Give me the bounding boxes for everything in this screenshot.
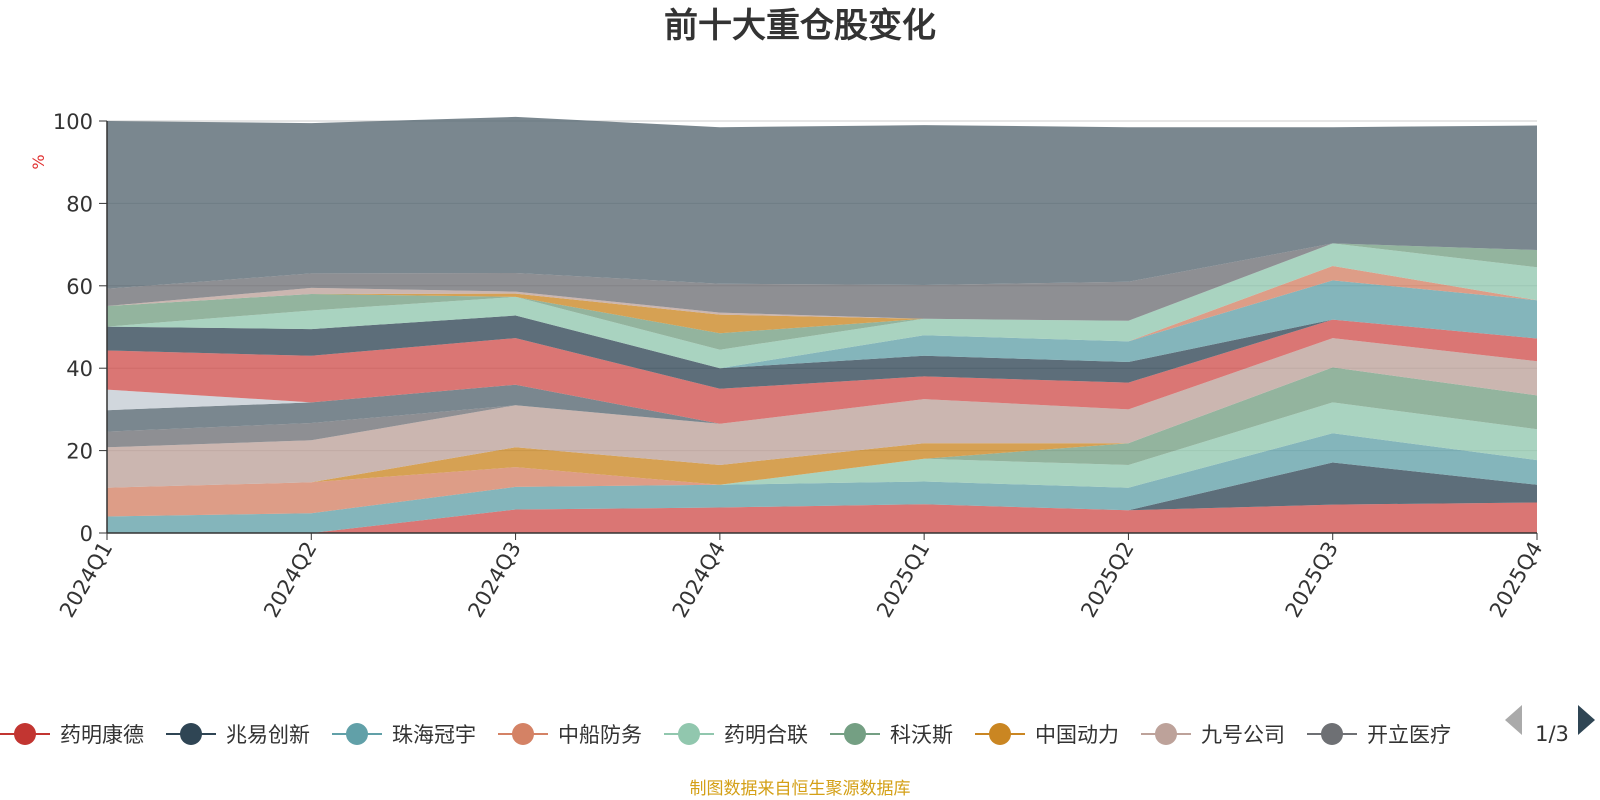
x-tick-label: 2024Q3	[463, 538, 525, 622]
area-series-7	[107, 338, 1537, 488]
y-tick-label: 80	[66, 192, 93, 216]
legend-page-indicator: 1/3	[1535, 722, 1569, 746]
y-tick-label: 0	[80, 522, 93, 546]
area-series-11	[107, 319, 1537, 424]
x-tick-label: 2024Q2	[259, 538, 321, 622]
x-tick-label: 2025Q1	[872, 538, 934, 622]
legend-item[interactable]: 药明合联	[664, 723, 808, 747]
area-series-15	[107, 243, 1537, 369]
legend-next-page-icon[interactable]	[1578, 705, 1595, 735]
legend-item[interactable]: 九号公司	[1141, 723, 1285, 747]
area-series-8	[107, 338, 1537, 448]
legend-item[interactable]: 兆易创新	[166, 723, 310, 747]
y-tick-label: 20	[66, 440, 93, 464]
area-series-0	[107, 502, 1537, 533]
legend[interactable]: 药明康德 兆易创新 珠海冠宇 中船防务 药明合联 科沃斯 中国动力 九号公司 开立医疗	[0, 723, 1451, 747]
legend-marker-icon	[512, 723, 534, 745]
legend-item[interactable]: 开立医疗	[1307, 723, 1451, 747]
legend-marker-icon	[989, 723, 1011, 745]
chart-title: 前十大重仓股变化	[664, 6, 936, 46]
area-series-9	[107, 338, 1537, 432]
legend-marker-icon	[346, 723, 368, 745]
axes	[106, 121, 1537, 534]
area-series-19	[107, 243, 1537, 321]
y-axis-unit: %	[29, 154, 48, 169]
area-series-13	[107, 280, 1537, 369]
legend-label: 兆易创新	[226, 723, 310, 747]
area-series-20	[107, 116, 1537, 289]
legend-pager: 1/3	[1505, 705, 1595, 746]
y-tick-label: 100	[53, 110, 93, 134]
legend-label: 中船防务	[558, 723, 642, 747]
legend-item[interactable]: 中船防务	[498, 723, 642, 747]
area-series-1	[107, 462, 1537, 533]
y-axis-ticks: 0 20 40 60 80 100	[53, 110, 107, 546]
x-axis-ticks: 2024Q1 2024Q2 2024Q3 2024Q4 2025Q1 2025Q2 2025…	[55, 533, 1547, 622]
area-series-4	[107, 402, 1537, 488]
legend-marker-icon	[14, 723, 36, 745]
x-tick-label: 2024Q1	[55, 538, 117, 622]
legend-label: 开立医疗	[1367, 723, 1451, 747]
area-series-12	[107, 315, 1537, 389]
area-series-6	[107, 367, 1537, 488]
legend-item[interactable]: 珠海冠宇	[332, 723, 476, 747]
area-series-3	[107, 433, 1537, 517]
legend-label: 珠海冠宇	[392, 723, 476, 747]
x-tick-label: 2025Q4	[1485, 538, 1547, 622]
legend-label: 药明合联	[724, 723, 808, 747]
legend-item[interactable]: 中国动力	[975, 723, 1119, 747]
legend-label: 九号公司	[1201, 723, 1285, 747]
legend-item[interactable]: 药明康德	[0, 723, 144, 747]
legend-prev-page-icon[interactable]	[1505, 705, 1522, 735]
y-tick-label: 40	[66, 357, 93, 381]
area-series	[107, 116, 1537, 533]
area-series-16	[107, 243, 1537, 350]
legend-marker-icon	[180, 723, 202, 745]
x-tick-label: 2025Q2	[1076, 538, 1138, 622]
legend-label: 科沃斯	[890, 723, 953, 747]
x-tick-label: 2024Q4	[668, 538, 730, 622]
y-tick-label: 60	[66, 275, 93, 299]
legend-label: 中国动力	[1035, 723, 1119, 747]
legend-marker-icon	[844, 723, 866, 745]
legend-label: 药明康德	[60, 723, 144, 747]
legend-item[interactable]: 科沃斯	[830, 723, 953, 747]
area-series-5	[107, 367, 1537, 488]
x-tick-label: 2025Q3	[1281, 538, 1343, 622]
legend-marker-icon	[678, 723, 700, 745]
source-note: 制图数据来自恒生聚源数据库	[690, 779, 911, 799]
legend-marker-icon	[1321, 723, 1343, 745]
legend-marker-icon	[1155, 723, 1177, 745]
